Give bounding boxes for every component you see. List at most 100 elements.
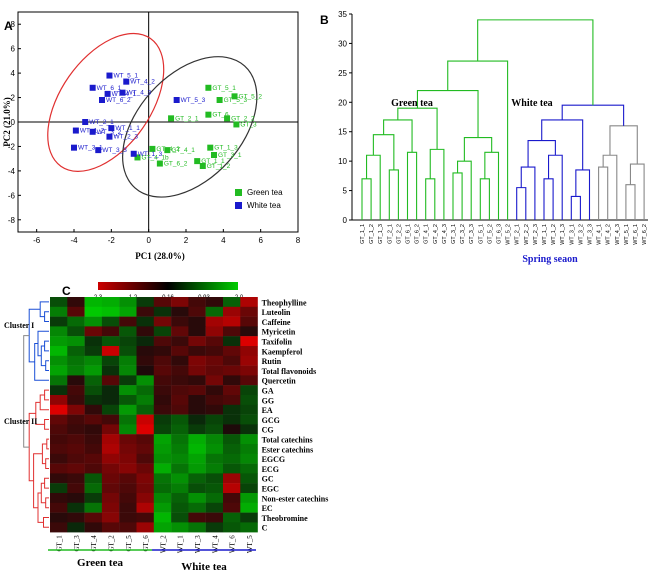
heatmap-cell (136, 336, 154, 347)
pca-point-label: WT_6_2 (106, 97, 131, 104)
green-tea-point (211, 152, 217, 158)
dendrogram-branch (397, 107, 438, 150)
heatmap-column-label: GT_3 (73, 535, 81, 552)
heatmap-cell (223, 365, 241, 376)
dendrogram-leaf-label: GT_5_2 (487, 224, 493, 244)
heatmap-cell (101, 434, 120, 445)
pca-point-label: WT_3_3 (102, 147, 127, 154)
pca-point-label: WT_5_3 (181, 97, 206, 104)
heatmap-dendrogram-branch (44, 311, 49, 322)
heatmap-row-label: GG (262, 396, 274, 405)
heatmap-cell (153, 453, 172, 464)
panel-c-letter: C (62, 284, 71, 298)
heatmap-cell (67, 444, 85, 454)
heatmap-cell (171, 512, 189, 523)
pca-y-tick-label: -4 (8, 167, 16, 176)
heatmap-cell (223, 424, 241, 435)
heatmap-cell (101, 453, 120, 464)
heatmap-cell (84, 346, 103, 356)
heatmap-cell (119, 336, 137, 347)
legend-swatch-white-tea (235, 202, 242, 209)
green-tea-point (164, 147, 171, 154)
pca-point-label: WT_1_1 (115, 125, 140, 132)
heatmap-cell (205, 473, 224, 484)
cluster-1-label: Cluster I (4, 321, 34, 330)
heatmap-cell (119, 483, 137, 494)
dendrogram-y-tick-label: 5 (343, 187, 348, 196)
heatmap-cell (153, 336, 172, 347)
green-tea-point (156, 160, 163, 167)
heatmap-cell (84, 306, 103, 317)
heatmap-cell (136, 395, 154, 405)
heatmap-cell (119, 346, 137, 356)
heatmap-cell (50, 297, 68, 307)
heatmap-cell (50, 326, 68, 337)
dendrogram-leaf-label: WT_3_2 (578, 224, 584, 245)
heatmap-cell (136, 414, 154, 425)
heatmap-cell (240, 385, 258, 396)
heatmap-cell (171, 522, 189, 533)
heatmap-cell (205, 306, 224, 317)
dendrogram-leaf-label: WT_1_2 (551, 224, 557, 245)
heatmap-row-label: EGC (262, 485, 280, 494)
heatmap-column-labels: GT_1 GT_3 GT_4 GT_2 GT_5 GT_6 WT_2 WT_1 WT_3 WT_4… (56, 535, 254, 553)
green-tea-point (168, 115, 175, 122)
dendrogram-branch (388, 169, 399, 220)
heatmap-cell (67, 512, 85, 523)
heatmap-row-label: GC (262, 475, 274, 484)
green-tea-point (224, 115, 231, 122)
heatmap-cell (84, 463, 103, 474)
heatmap-row-label: GCG (262, 416, 280, 425)
heatmap-cell (240, 493, 258, 503)
heatmap-cell (171, 346, 189, 356)
dendrogram-leaf-label: WT_2_2 (524, 224, 530, 245)
heatmap-cell (240, 434, 258, 445)
dendrogram-y-tick-label: 10 (338, 157, 347, 166)
heatmap-row-label: Total flavonoids (262, 367, 317, 376)
dendrogram-branch (463, 137, 493, 162)
heatmap-cell (84, 355, 103, 366)
heatmap-cell (205, 483, 224, 494)
heatmap-cell (101, 463, 120, 474)
pca-x-tick-label: -2 (108, 236, 116, 245)
dendrogram-branch (541, 119, 584, 170)
heatmap-cell (188, 355, 206, 366)
heatmap-cell (240, 346, 258, 356)
heatmap-row-label: CG (262, 426, 274, 435)
heatmap-cell (171, 395, 189, 405)
panel-a-letter: A (4, 19, 13, 33)
heatmap-cell (136, 346, 154, 356)
heatmap-cell (84, 512, 103, 523)
white-tea-point (89, 84, 96, 91)
heatmap-cell (136, 473, 154, 484)
dendrogram-leaf-label: WT_3_1 (569, 224, 575, 245)
heatmap-cell (223, 404, 241, 415)
pca-x-tick-label: 8 (296, 236, 301, 245)
heatmap-cell (153, 512, 172, 523)
heatmap-cell (205, 404, 224, 415)
dendrogram-branch (520, 166, 536, 220)
dendrogram-branch (484, 151, 500, 220)
legend-swatch-green-tea (235, 189, 242, 196)
heatmap-cell (67, 434, 85, 445)
pca-point-label: WT_3_2 (97, 129, 122, 136)
heatmap-cell (119, 355, 137, 366)
pca-axis-ticks: -6 -4 -2 0 2 4 6 8 8 6 4 2 0 -2 -4 -6 -8 (8, 12, 301, 245)
heatmap-cell (101, 316, 120, 327)
heatmap-cell (223, 346, 241, 356)
heatmap-cell (171, 473, 189, 484)
heatmap-row-label: Quercetin (262, 377, 297, 386)
heatmap-cell (119, 297, 137, 307)
heatmap-cell (50, 444, 68, 454)
heatmap-cell (171, 365, 189, 376)
green-tea-point (199, 163, 206, 169)
heatmap-dendrogram-branch (44, 477, 49, 489)
dendrogram-branch (429, 148, 445, 220)
heatmap-cell (136, 375, 154, 386)
dendrogram-branch (548, 154, 563, 220)
heatmap-cell (240, 375, 258, 386)
heatmap-cell (240, 395, 258, 405)
heatmap-cell (223, 522, 241, 533)
heatmap-cell (171, 483, 189, 494)
